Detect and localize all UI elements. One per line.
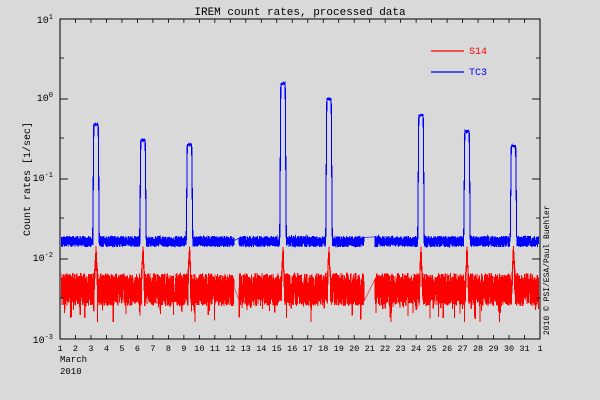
svg-text:18: 18 (318, 344, 328, 354)
svg-text:2: 2 (73, 344, 78, 354)
svg-text:5: 5 (119, 344, 124, 354)
svg-text:20: 20 (349, 344, 359, 354)
svg-text:13: 13 (241, 344, 251, 354)
svg-text:11: 11 (210, 344, 220, 354)
svg-text:29: 29 (488, 344, 498, 354)
svg-text:March: March (60, 355, 87, 365)
svg-text:19: 19 (334, 344, 344, 354)
svg-text:12: 12 (225, 344, 235, 354)
svg-text:Count rates [1/sec]: Count rates [1/sec] (22, 122, 34, 236)
svg-text:2010: 2010 (60, 367, 82, 377)
svg-text:27: 27 (457, 344, 467, 354)
svg-text:22: 22 (380, 344, 390, 354)
svg-text:4: 4 (104, 344, 109, 354)
svg-text:1: 1 (537, 344, 542, 354)
svg-text:IREM count rates, processed da: IREM count rates, processed data (194, 7, 406, 19)
svg-text:15: 15 (272, 344, 282, 354)
svg-text:7: 7 (150, 344, 155, 354)
svg-text:S14: S14 (469, 47, 487, 58)
svg-text:2010 © PSI/ESA/Paul Buehler: 2010 © PSI/ESA/Paul Buehler (543, 205, 552, 335)
svg-text:14: 14 (256, 344, 266, 354)
svg-text:16: 16 (287, 344, 297, 354)
svg-text:25: 25 (427, 344, 437, 354)
svg-text:23: 23 (396, 344, 406, 354)
svg-text:21: 21 (365, 344, 375, 354)
svg-text:31: 31 (519, 344, 529, 354)
svg-text:28: 28 (473, 344, 483, 354)
svg-text:30: 30 (504, 344, 514, 354)
svg-text:17: 17 (303, 344, 313, 354)
svg-text:24: 24 (411, 344, 421, 354)
svg-text:3: 3 (88, 344, 93, 354)
svg-text:26: 26 (442, 344, 452, 354)
svg-text:6: 6 (135, 344, 140, 354)
svg-text:10: 10 (194, 344, 204, 354)
svg-text:1: 1 (57, 344, 62, 354)
svg-text:TC3: TC3 (469, 68, 487, 79)
svg-text:9: 9 (181, 344, 186, 354)
svg-text:8: 8 (166, 344, 171, 354)
